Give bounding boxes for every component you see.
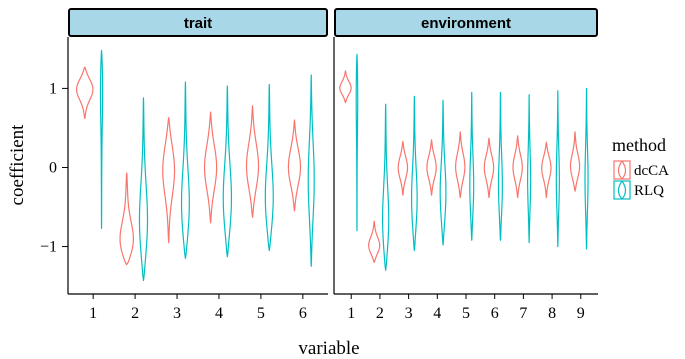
violin-rlq-environment-2 [381, 103, 390, 271]
x-tick-label: 1 [347, 305, 355, 322]
facet-strip-label: trait [184, 15, 212, 32]
violin-rlq-trait-1 [99, 49, 104, 229]
x-axis-title: variable [298, 338, 359, 359]
legend-title: method [612, 135, 666, 155]
y-axis-title: coefficient [7, 124, 28, 206]
x-tick-label: 8 [548, 305, 556, 322]
violin-rlq-trait-5 [264, 83, 274, 252]
y-axis: −1 0 1 [40, 80, 68, 256]
violin-rlq-trait-4 [222, 85, 233, 258]
x-tick-label: 2 [131, 305, 139, 322]
violin-rlq-environment-5 [469, 91, 475, 241]
facet-panel-environment: environment 1 2 3 4 5 6 7 8 9 [333, 8, 598, 322]
violin-rlq-environment-7 [527, 94, 532, 244]
violin-rlq-environment-3 [410, 95, 418, 252]
x-tick-label: 1 [89, 305, 97, 322]
violin-dcca-environment-6 [483, 137, 495, 199]
facet-strip-label: environment [421, 15, 511, 32]
facet-strip [68, 8, 328, 37]
violin-rlq-trait-6 [307, 74, 315, 267]
x-tick-label: 4 [215, 305, 223, 322]
y-tick-label: 1 [49, 80, 57, 97]
x-tick-label: 6 [299, 305, 307, 322]
facet-strip [334, 8, 598, 37]
x-tick-label: 7 [519, 305, 527, 322]
legend-swatch [613, 160, 631, 180]
y-tick-label: 0 [49, 159, 57, 176]
violin-dcca-trait-3 [162, 117, 176, 244]
violin-dcca-trait-1 [76, 66, 94, 120]
x-tick-label: 5 [462, 305, 470, 322]
violin-dcca-environment-9 [569, 131, 581, 192]
violin-dcca-environment-3 [397, 140, 409, 196]
violin-rlq-environment-4 [439, 99, 447, 246]
legend-label-rlq: RLQ [634, 183, 664, 199]
y-tick-label: −1 [40, 239, 57, 256]
violin-rlq-environment-1 [355, 53, 359, 232]
facet-panels: trait 1 2 3 4 5 6 environment 1 2 3 4 5 6 7 8 9 [67, 8, 598, 322]
violin-dcca-environment-8 [541, 141, 552, 199]
violin-dcca-trait-5 [245, 105, 260, 218]
x-tick-label: 9 [577, 305, 585, 322]
violin-rlq-trait-3 [180, 81, 190, 260]
x-tick-label: 5 [257, 305, 265, 322]
violin-dcca-environment-2 [368, 220, 381, 263]
x-tick-label: 3 [173, 305, 181, 322]
x-tick-label: 2 [376, 305, 384, 322]
violin-rlq-environment-9 [584, 87, 589, 250]
violin-rlq-environment-6 [497, 91, 503, 241]
legend-key-rlq [617, 180, 627, 200]
x-tick-label: 6 [491, 305, 499, 322]
x-tick-label: 4 [433, 305, 441, 322]
violin-dcca-environment-4 [426, 139, 437, 196]
violin-dcca-trait-2 [119, 172, 134, 266]
violin-dcca-environment-7 [512, 135, 523, 199]
violin-dcca-environment-1 [339, 70, 352, 104]
violin-dcca-trait-4 [203, 111, 218, 224]
x-tick-label: 3 [405, 305, 413, 322]
facet-panel-trait: trait 1 2 3 4 5 6 [67, 8, 328, 322]
legend-swatch [613, 180, 631, 200]
legend-label-dcca: dcCA [634, 163, 669, 179]
violin-dcca-trait-6 [287, 119, 302, 212]
violin-dcca-environment-5 [455, 131, 466, 199]
legend-key-dcca [617, 160, 627, 180]
legend: method dcCA RLQ [612, 135, 669, 200]
violin-rlq-trait-2 [138, 97, 149, 282]
violin-rlq-environment-8 [555, 90, 560, 248]
